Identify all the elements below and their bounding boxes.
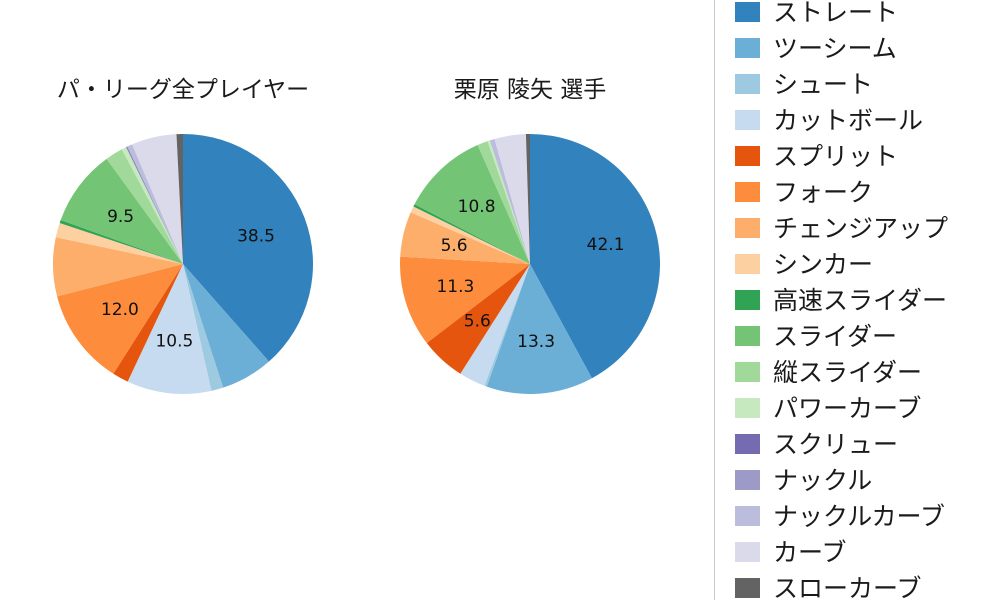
legend-label: 高速スライダー bbox=[773, 285, 948, 315]
pie-percent-label: 13.3 bbox=[517, 332, 555, 352]
pie-percent-label: 38.5 bbox=[237, 226, 275, 246]
legend-label: カーブ bbox=[773, 537, 847, 567]
legend: ストレートツーシームシュートカットボール スプリットフォークチェンジアップ シンカー… bbox=[714, 0, 1000, 600]
chart-title-player: 栗原 陵矢 選手 bbox=[453, 77, 607, 103]
legend-swatch bbox=[735, 290, 760, 310]
pie-chart-league: 38.5 10.5 12.0 9.5 bbox=[53, 134, 313, 394]
legend-swatch bbox=[735, 182, 760, 202]
legend-swatch bbox=[735, 146, 760, 166]
legend-swatch bbox=[735, 506, 760, 526]
legend-label: ストレート bbox=[773, 0, 899, 27]
legend-label: スライダー bbox=[773, 321, 898, 351]
pie-slice-シュート bbox=[183, 264, 224, 391]
legend-item: カーブ bbox=[735, 534, 1000, 570]
legend-item: スクリュー bbox=[735, 426, 1000, 462]
pie-slice-高速スライダー bbox=[59, 219, 184, 264]
pie-slice-ツーシーム bbox=[486, 264, 592, 394]
pie-percent-label: 10.5 bbox=[155, 332, 193, 352]
legend-swatch bbox=[735, 2, 760, 22]
pie-slice-ナックルカーブ bbox=[127, 144, 183, 264]
pie-slice-フォーク bbox=[400, 256, 530, 344]
pie-slice-チェンジアップ bbox=[400, 212, 530, 264]
legend-item: スライダー bbox=[735, 318, 1000, 354]
legend-item: パワーカーブ bbox=[735, 390, 1000, 426]
pie-slice-カットボール bbox=[127, 264, 212, 394]
legend-swatch bbox=[735, 470, 760, 490]
legend-label: フォーク bbox=[773, 177, 874, 207]
legend-swatch bbox=[735, 254, 760, 274]
legend-item: ストレート bbox=[735, 0, 1000, 30]
legend-item: フォーク bbox=[735, 174, 1000, 210]
pie-slice-カーブ bbox=[132, 134, 183, 264]
legend-swatch bbox=[735, 542, 760, 562]
pie-slice-高速スライダー bbox=[413, 204, 530, 264]
legend-label: スプリット bbox=[773, 141, 899, 171]
legend-item: 縦スライダー bbox=[735, 354, 1000, 390]
legend-label: 縦スライダー bbox=[773, 357, 923, 387]
legend-swatch bbox=[735, 38, 760, 58]
legend-swatch bbox=[735, 74, 760, 94]
legend-swatch bbox=[735, 110, 760, 130]
pie-chart-player: 42.1 13.3 5.6 11.3 5.6 10.8 bbox=[400, 134, 660, 394]
pie-slice-ナックルカーブ bbox=[489, 138, 530, 264]
pie-percent-label: 9.5 bbox=[107, 207, 134, 227]
pie-slice-シンカー bbox=[55, 223, 183, 264]
pie-slice-フォーク bbox=[57, 264, 183, 374]
legend-item: 高速スライダー bbox=[735, 282, 1000, 318]
legend-swatch bbox=[735, 218, 760, 238]
pie-slice-ナックル bbox=[126, 146, 183, 264]
legend-item: ツーシーム bbox=[735, 30, 1000, 66]
pie-percent-label: 11.3 bbox=[436, 277, 474, 297]
legend-swatch bbox=[735, 362, 760, 382]
legend-label: スローカーブ bbox=[773, 573, 922, 600]
pie-percent-label: 5.6 bbox=[441, 236, 468, 256]
pie-slice-チェンジアップ bbox=[53, 237, 183, 297]
pie-slice-ストレート bbox=[530, 134, 660, 379]
legend-item: スプリット bbox=[735, 138, 1000, 174]
pie-slice-スプリット bbox=[426, 264, 530, 374]
pie-percent-label: 12.0 bbox=[101, 300, 139, 320]
legend-label: スクリュー bbox=[773, 429, 899, 459]
legend-item: カットボール bbox=[735, 102, 1000, 138]
pie-slice-スクリュー bbox=[126, 146, 183, 264]
pie-slice-カーブ bbox=[494, 134, 530, 264]
legend-item: ナックルカーブ bbox=[735, 498, 1000, 534]
legend-swatch bbox=[735, 398, 760, 418]
legend-label: シンカー bbox=[773, 249, 874, 279]
pie-slice-ストレート bbox=[183, 134, 313, 362]
chart-title-league: パ・リーグ全プレイヤー bbox=[56, 77, 310, 103]
pie-slice-スライダー bbox=[414, 145, 530, 264]
pie-percent-label: 42.1 bbox=[587, 235, 625, 255]
legend-item: ナックル bbox=[735, 462, 1000, 498]
legend-swatch bbox=[735, 434, 760, 454]
legend-item: シンカー bbox=[735, 246, 1000, 282]
legend-swatch bbox=[735, 578, 760, 598]
legend-swatch bbox=[735, 326, 760, 346]
legend-label: カットボール bbox=[773, 105, 924, 135]
legend-item: チェンジアップ bbox=[735, 210, 1000, 246]
pie-slice-スローカーブ bbox=[525, 134, 530, 264]
pie-slice-スローカーブ bbox=[176, 134, 183, 264]
legend-label: ナックルカーブ bbox=[773, 501, 946, 531]
pie-slice-スプリット bbox=[113, 264, 183, 382]
pie-slice-シュート bbox=[484, 264, 530, 387]
legend-label: ツーシーム bbox=[773, 33, 897, 63]
legend-item: スローカーブ bbox=[735, 570, 1000, 600]
pie-percent-label: 5.6 bbox=[464, 312, 491, 332]
pie-percent-label: 10.8 bbox=[458, 197, 496, 217]
pie-slice-パワーカーブ bbox=[487, 140, 530, 264]
pie-slice-ツーシーム bbox=[183, 264, 269, 388]
pie-slice-スライダー bbox=[60, 158, 183, 264]
legend-label: チェンジアップ bbox=[773, 213, 949, 243]
legend-label: パワーカーブ bbox=[773, 393, 922, 423]
legend-item: シュート bbox=[735, 66, 1000, 102]
pie-slice-シンカー bbox=[410, 206, 530, 264]
pie-slice-縦スライダー bbox=[477, 141, 530, 264]
legend-label: ナックル bbox=[773, 465, 873, 495]
pie-slice-パワーカーブ bbox=[121, 147, 183, 264]
legend-label: シュート bbox=[773, 69, 874, 99]
pie-slice-縦スライダー bbox=[106, 149, 183, 264]
pie-slice-カットボール bbox=[460, 264, 530, 386]
